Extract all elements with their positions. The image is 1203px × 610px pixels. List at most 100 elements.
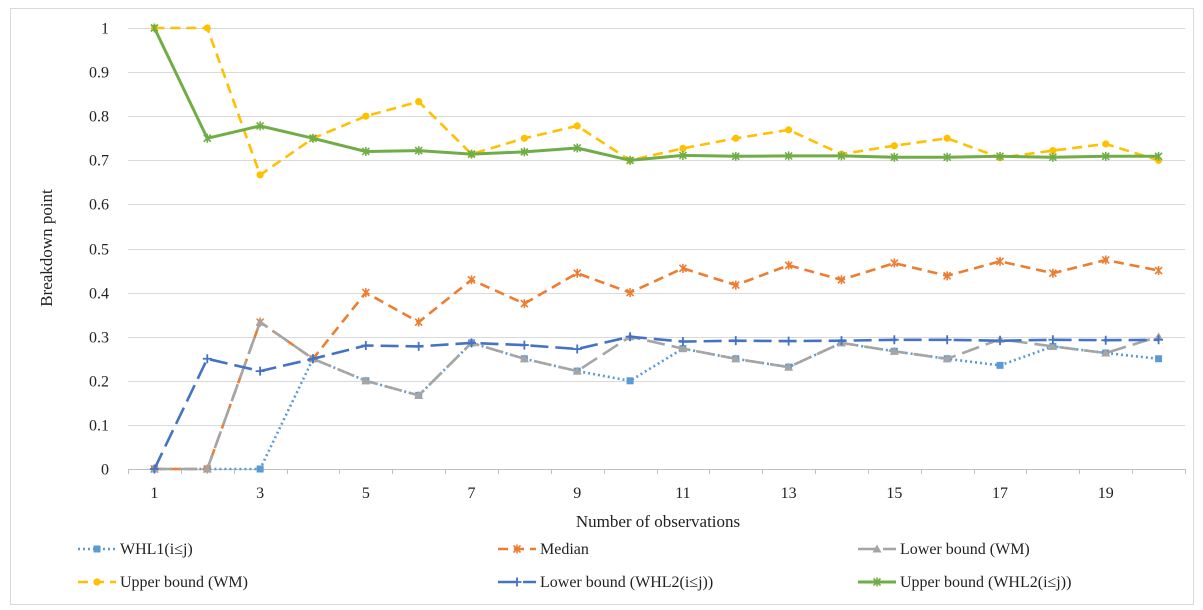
data-point [731, 151, 740, 161]
data-point [784, 362, 794, 371]
legend-item: Upper bound (WHL2(i≤j)) [858, 574, 1071, 591]
data-point [732, 134, 740, 142]
series-line [153, 335, 1159, 470]
data-point [362, 112, 370, 120]
series-lines [149, 23, 1164, 474]
legend-label: Upper bound (WHL2(i≤j)) [900, 574, 1071, 591]
legend-item: Lower bound (WHL2(i≤j)) [498, 574, 713, 591]
data-point [1101, 348, 1111, 357]
data-point [1101, 151, 1110, 161]
data-point [573, 143, 582, 153]
legend-swatch-marker [93, 545, 101, 553]
data-point [625, 332, 635, 342]
data-point [520, 147, 529, 157]
x-tick-label: 11 [675, 485, 690, 502]
data-point [256, 171, 264, 179]
x-tick-label: 7 [468, 485, 476, 502]
data-point [1048, 341, 1058, 350]
legend-swatch-marker [512, 577, 522, 587]
data-point [1154, 266, 1163, 276]
data-point [837, 275, 846, 285]
data-point [572, 344, 582, 354]
data-point [995, 256, 1005, 266]
axes: 00.10.20.30.40.50.60.70.80.911 3 5 7 9 11 13 15… [89, 21, 1186, 502]
x-tick-label: 9 [573, 485, 581, 502]
data-point [256, 465, 264, 473]
x-tick-label: 1 [150, 485, 158, 502]
data-point [361, 341, 371, 351]
data-point [203, 133, 212, 143]
data-point [414, 390, 424, 399]
data-point [202, 354, 212, 364]
series-line [153, 27, 1159, 162]
legend-label: WHL1(i≤j) [120, 541, 193, 558]
data-point [942, 354, 952, 363]
data-point [256, 121, 265, 131]
data-point [837, 151, 846, 161]
data-point [467, 338, 477, 348]
data-point [678, 337, 688, 347]
data-point [361, 376, 371, 385]
x-tick-label: 13 [781, 485, 797, 502]
data-point [520, 299, 529, 309]
data-point [942, 335, 952, 345]
data-point [626, 155, 635, 165]
data-point [943, 152, 952, 162]
data-point [836, 336, 846, 346]
data-point [1155, 355, 1163, 363]
y-tick-label: 0.1 [89, 418, 109, 435]
legend-label: Upper bound (WM) [120, 574, 248, 591]
y-tick-label: 0.4 [89, 286, 109, 303]
y-tick-label: 0.5 [89, 242, 109, 259]
data-point [943, 134, 951, 142]
data-point [467, 149, 476, 159]
data-point [626, 377, 634, 385]
series-line [154, 26, 1159, 177]
data-point [996, 361, 1004, 369]
data-point [520, 134, 528, 142]
y-tick-label: 0.3 [89, 330, 109, 347]
data-point [943, 271, 952, 281]
legend-item: WHL1(i≤j) [78, 541, 193, 558]
chart-frame [10, 8, 1194, 605]
legend-label: Lower bound (WM) [900, 541, 1030, 558]
legend-swatch-marker [512, 544, 522, 554]
data-point [731, 336, 741, 346]
legend: WHL1(i≤j) Median Lower bound (WM) Upper bou… [78, 541, 1071, 591]
data-point [731, 354, 741, 363]
data-point [572, 366, 582, 375]
data-point [1048, 335, 1058, 345]
legend-item: Median [498, 541, 589, 558]
data-point [255, 366, 265, 376]
y-tick-label: 0.7 [89, 153, 109, 170]
data-point [414, 146, 423, 156]
data-point [890, 142, 898, 150]
data-point [255, 317, 265, 326]
data-point [414, 341, 424, 351]
legend-swatch-marker [93, 578, 101, 586]
series-2 [149, 317, 1164, 473]
data-point [785, 126, 793, 134]
data-point [467, 275, 476, 285]
series-4 [149, 332, 1164, 474]
series-line [154, 258, 1159, 471]
data-point [889, 346, 899, 355]
series-5 [150, 23, 1163, 165]
data-point [308, 133, 318, 143]
data-point [519, 340, 529, 350]
data-point [784, 260, 793, 270]
data-point [1154, 335, 1164, 345]
x-tick-label: 17 [992, 485, 1008, 502]
y-tick-label: 0.2 [89, 374, 109, 391]
data-point [784, 336, 794, 346]
series-line [154, 341, 1159, 471]
data-point [1102, 140, 1110, 148]
y-axis-title: Breakdown point [37, 189, 56, 307]
data-point [415, 98, 423, 106]
y-tick-label: 1 [101, 21, 109, 38]
x-tick-label: 5 [362, 485, 370, 502]
legend-label: Median [540, 541, 589, 558]
legend-item: Lower bound (WM) [858, 541, 1030, 558]
